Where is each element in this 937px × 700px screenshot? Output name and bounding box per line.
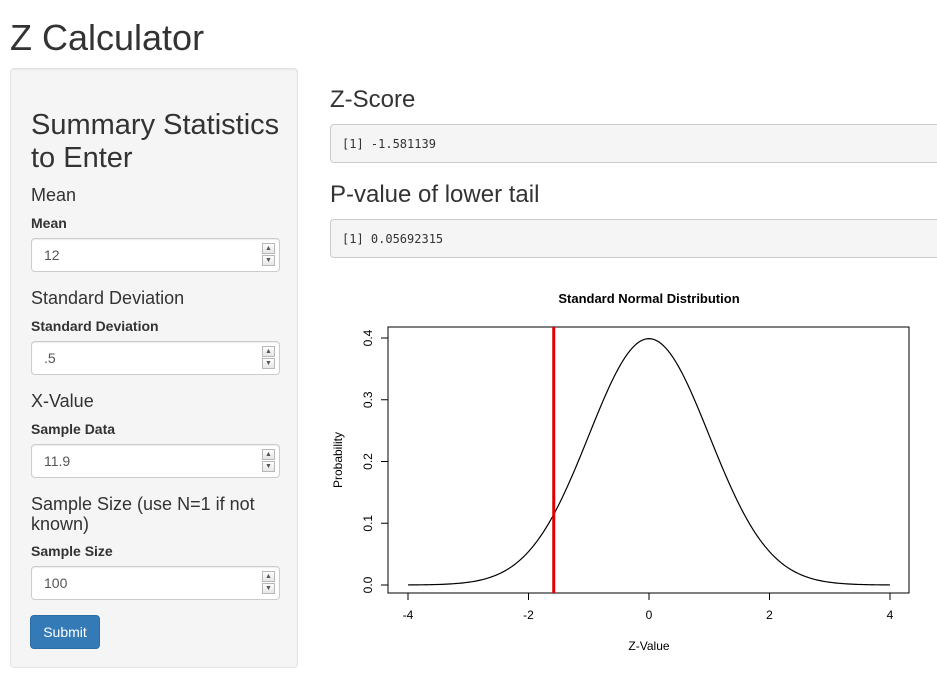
submit-button[interactable]: Submit [30, 615, 100, 649]
sample-size-label: Sample Size [31, 543, 113, 559]
mean-spinner[interactable]: ▲ ▼ [262, 243, 275, 267]
decrement-icon[interactable]: ▼ [262, 461, 275, 472]
sample-data-label: Sample Data [31, 421, 116, 437]
sd-input-value: .5 [44, 350, 56, 366]
sample-size-group-heading: Sample Size (use N=1 if not known) [31, 494, 255, 534]
y-axis: 0.0 0.1 0.2 0.3 0.4 [361, 329, 389, 593]
sd-input[interactable]: .5 ▲ ▼ [31, 341, 280, 375]
y-tick-label: 0.4 [361, 329, 375, 346]
sd-group-heading: Standard Deviation [31, 288, 185, 308]
x-axis: -4 -2 0 2 4 [403, 592, 894, 622]
app-title: Z Calculator [10, 17, 205, 58]
sample-data-spinner[interactable]: ▲ ▼ [262, 449, 275, 473]
decrement-icon[interactable]: ▼ [262, 358, 275, 369]
sd-label: Standard Deviation [31, 318, 159, 334]
pvalue-output: [1] 0.05692315 [330, 219, 937, 258]
plot-frame [387, 326, 910, 594]
y-tick-label: 0.3 [361, 391, 375, 408]
chart-title: Standard Normal Distribution [558, 291, 739, 306]
pvalue-heading: P-value of lower tail [330, 181, 540, 208]
sample-data-input-value: 11.9 [44, 453, 71, 469]
mean-input[interactable]: 12 ▲ ▼ [31, 238, 280, 272]
x-tick-label: 2 [766, 608, 773, 622]
sd-spinner[interactable]: ▲ ▼ [262, 346, 275, 370]
x-tick-label: -2 [523, 608, 534, 622]
input-panel: Summary Statistics to Enter Mean Mean 12… [10, 68, 298, 668]
decrement-icon[interactable]: ▼ [262, 583, 275, 594]
xvalue-group-heading: X-Value [31, 391, 94, 411]
mean-label: Mean [31, 215, 67, 231]
zscore-heading: Z-Score [330, 86, 416, 113]
zscore-output-text: [1] -1.581139 [342, 137, 436, 151]
pvalue-output-text: [1] 0.05692315 [342, 232, 444, 246]
y-axis-label: Probability [331, 432, 345, 488]
zscore-output: [1] -1.581139 [330, 124, 937, 163]
x-axis-label: Z-Value [628, 639, 669, 653]
mean-group-heading: Mean [31, 185, 77, 205]
y-tick-label: 0.2 [361, 453, 375, 470]
x-tick-label: -4 [403, 608, 414, 622]
sample-size-spinner[interactable]: ▲ ▼ [262, 571, 275, 595]
increment-icon[interactable]: ▲ [262, 346, 275, 357]
decrement-icon[interactable]: ▼ [262, 255, 275, 266]
sample-size-input-value: 100 [44, 575, 68, 591]
mean-input-value: 12 [44, 247, 60, 263]
y-tick-label: 0.1 [361, 515, 375, 532]
increment-icon[interactable]: ▲ [262, 571, 275, 582]
density-curve [407, 338, 891, 586]
x-tick-label: 4 [887, 608, 894, 622]
increment-icon[interactable]: ▲ [262, 243, 275, 254]
x-tick-label: 0 [646, 608, 653, 622]
normal-distribution-plot: Standard Normal Distribution -4 -2 0 2 4 0.0… [331, 291, 910, 653]
y-tick-label: 0.0 [361, 576, 375, 593]
sample-data-input[interactable]: 11.9 ▲ ▼ [31, 444, 280, 478]
increment-icon[interactable]: ▲ [262, 449, 275, 460]
sample-size-input[interactable]: 100 ▲ ▼ [31, 566, 280, 600]
sidebar-heading: Summary Statistics to Enter [31, 109, 280, 174]
